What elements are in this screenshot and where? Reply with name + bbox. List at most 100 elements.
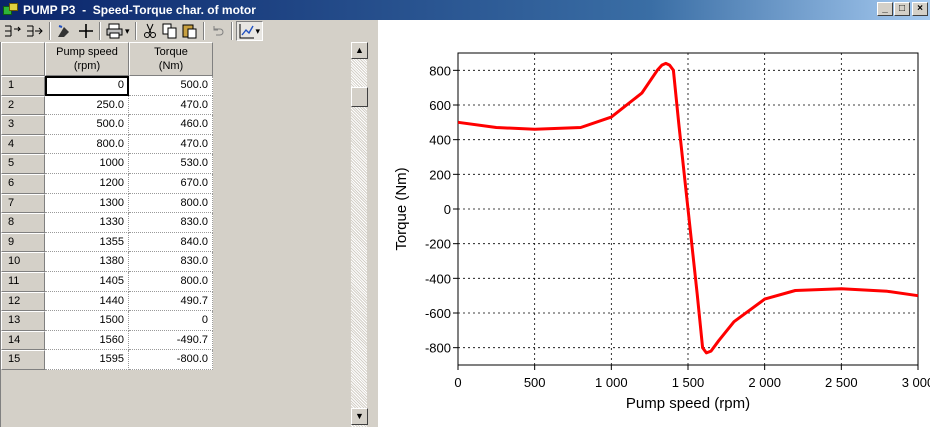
fill-icon[interactable]: [54, 21, 76, 41]
y-tick-label: -200: [425, 237, 451, 252]
pump-speed-cell[interactable]: 0: [45, 76, 129, 96]
undo-icon[interactable]: [208, 21, 228, 41]
toolbar-separator: [99, 22, 101, 40]
row-number[interactable]: 3: [1, 115, 45, 135]
insert-row-icon[interactable]: [2, 21, 24, 41]
y-tick-label: 0: [444, 202, 451, 217]
minimize-button[interactable]: _: [877, 2, 893, 16]
table-row: 15 1595 -800.0: [1, 350, 213, 370]
torque-cell[interactable]: 470.0: [129, 95, 213, 116]
table-row: 11 1405 800.0: [1, 271, 213, 292]
row-number[interactable]: 8: [1, 213, 45, 233]
torque-cell[interactable]: 500.0: [129, 76, 213, 96]
pump-speed-cell[interactable]: 1500: [45, 311, 129, 331]
row-number[interactable]: 15: [1, 350, 45, 370]
pump-speed-cell[interactable]: 1200: [45, 173, 129, 194]
pump-speed-cell[interactable]: 250.0: [45, 95, 129, 116]
toolbar-separator: [134, 22, 137, 40]
pump-speed-cell[interactable]: 1355: [45, 232, 129, 253]
table-row: 12 1440 490.7: [1, 291, 213, 312]
y-tick-label: 200: [429, 167, 451, 182]
print-icon[interactable]: [104, 21, 132, 41]
pump-speed-cell[interactable]: 800.0: [45, 134, 129, 155]
maximize-button[interactable]: □: [894, 2, 910, 16]
toolbar-separator: [49, 22, 51, 40]
pump-speed-cell[interactable]: 1300: [45, 193, 129, 214]
x-tick-label: 0: [454, 375, 461, 390]
row-number[interactable]: 1: [1, 76, 45, 96]
app-icon: [3, 3, 19, 17]
window-controls: _ □ ×: [876, 2, 928, 16]
row-number[interactable]: 7: [1, 193, 45, 214]
scroll-thumb[interactable]: [351, 87, 368, 107]
torque-cell[interactable]: 840.0: [129, 232, 213, 253]
pump-speed-cell[interactable]: 1000: [45, 154, 129, 174]
data-grid: Pump speed (rpm) Torque (Nm) 1 0 500.0 2 250…: [0, 42, 370, 427]
row-number[interactable]: 6: [1, 173, 45, 194]
pump-speed-cell[interactable]: 1440: [45, 291, 129, 312]
cut-icon[interactable]: [140, 21, 160, 41]
table-row: 5 1000 530.0: [1, 154, 213, 174]
torque-cell[interactable]: 800.0: [129, 271, 213, 292]
column-header-pump-speed[interactable]: Pump speed (rpm): [45, 42, 129, 76]
torque-cell[interactable]: -800.0: [129, 350, 213, 370]
row-header-corner: [1, 42, 45, 76]
torque-cell[interactable]: 490.7: [129, 291, 213, 312]
y-tick-label: 400: [429, 133, 451, 148]
table-row: 1 0 500.0: [1, 76, 213, 96]
grid-empty-area: [215, 42, 350, 427]
y-tick-label: 600: [429, 98, 451, 113]
column-header-unit: (Nm): [158, 60, 184, 72]
x-axis-ticks: 0 500 1 000 1 500 2 000 2 500 3 000: [454, 365, 930, 390]
torque-series-line: [457, 61, 919, 355]
x-tick-label: 2 500: [825, 375, 858, 390]
scroll-down-icon[interactable]: ▼: [351, 408, 368, 425]
chart-panel: 800 600 400 200 0 -200 -400 -600 -800 0 500 1 000 1…: [378, 20, 930, 427]
torque-cell[interactable]: 830.0: [129, 213, 213, 233]
pump-speed-cell[interactable]: 1560: [45, 330, 129, 351]
grid-header: Pump speed (rpm) Torque (Nm): [1, 42, 213, 76]
row-number[interactable]: 10: [1, 252, 45, 272]
torque-cell[interactable]: -490.7: [129, 330, 213, 351]
pump-speed-cell[interactable]: 1595: [45, 350, 129, 370]
torque-cell[interactable]: 0: [129, 311, 213, 331]
torque-chart: 800 600 400 200 0 -200 -400 -600 -800 0 500 1 000 1…: [393, 52, 930, 412]
x-tick-label: 1 000: [595, 375, 628, 390]
toolbar-separator: [230, 22, 233, 40]
torque-cell[interactable]: 670.0: [129, 173, 213, 194]
torque-cell[interactable]: 830.0: [129, 252, 213, 272]
row-number[interactable]: 14: [1, 330, 45, 351]
row-number[interactable]: 4: [1, 134, 45, 155]
close-button[interactable]: ×: [912, 2, 928, 16]
row-number[interactable]: 2: [1, 95, 45, 116]
append-row-icon[interactable]: [24, 21, 46, 41]
add-point-icon[interactable]: [76, 21, 96, 41]
column-header-torque[interactable]: Torque (Nm): [129, 42, 213, 76]
torque-cell[interactable]: 460.0: [129, 115, 213, 135]
chart-toggle-icon[interactable]: [235, 21, 264, 41]
torque-cell[interactable]: 470.0: [129, 134, 213, 155]
scroll-up-icon[interactable]: ▲: [351, 42, 368, 59]
row-number[interactable]: 5: [1, 154, 45, 174]
row-number[interactable]: 11: [1, 271, 45, 292]
paste-icon[interactable]: [180, 21, 200, 41]
row-number[interactable]: 12: [1, 291, 45, 312]
pump-speed-cell[interactable]: 1380: [45, 252, 129, 272]
pump-speed-cell[interactable]: 1330: [45, 213, 129, 233]
y-tick-label: -400: [425, 271, 451, 286]
vertical-scrollbar[interactable]: ▲ ▼: [350, 42, 368, 427]
table-row: 10 1380 830.0: [1, 252, 213, 272]
torque-cell[interactable]: 800.0: [129, 193, 213, 214]
table-row: 3 500.0 460.0: [1, 115, 213, 135]
pump-speed-cell[interactable]: 1405: [45, 271, 129, 292]
torque-cell[interactable]: 530.0: [129, 154, 213, 174]
table-row: 4 800.0 470.0: [1, 134, 213, 155]
copy-icon[interactable]: [160, 21, 180, 41]
pump-speed-cell[interactable]: 500.0: [45, 115, 129, 135]
row-number[interactable]: 13: [1, 311, 45, 331]
column-header-label: Torque: [154, 46, 188, 58]
x-axis-label: Pump speed (rpm): [626, 395, 750, 412]
table-row: 6 1200 670.0: [1, 173, 213, 194]
y-tick-label: 800: [429, 63, 451, 78]
row-number[interactable]: 9: [1, 232, 45, 253]
